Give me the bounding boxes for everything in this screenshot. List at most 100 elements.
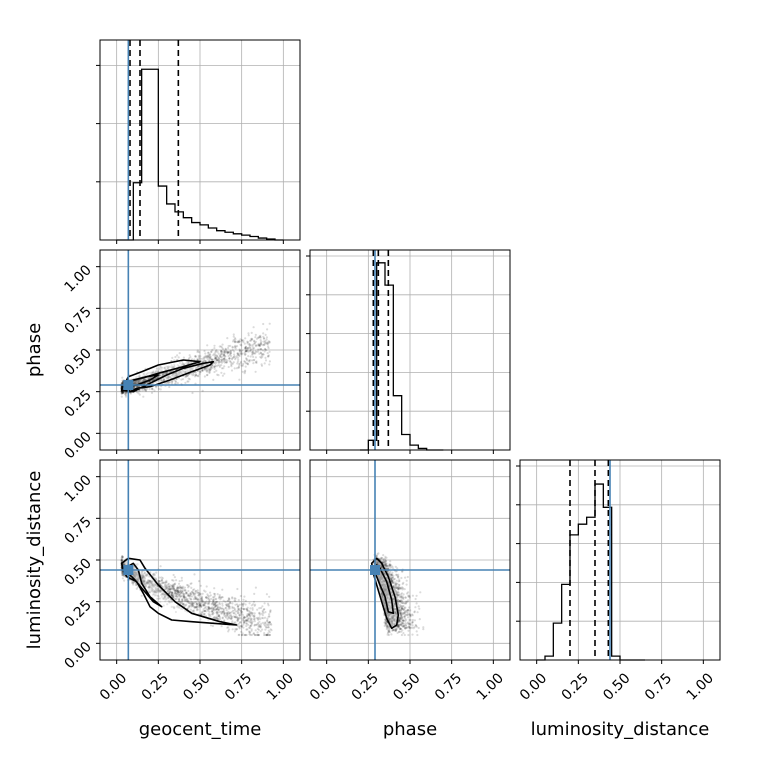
sample-point: [207, 355, 210, 358]
sample-point: [136, 381, 139, 384]
x-tick-label-3: 0.75: [642, 670, 675, 703]
sample-point: [260, 343, 263, 346]
sample-point: [140, 571, 143, 574]
x-tick-label-0: 0.00: [517, 670, 550, 703]
sample-point: [250, 628, 253, 631]
sample-point: [172, 594, 175, 598]
sample-point: [231, 345, 234, 348]
sample-point: [418, 607, 421, 610]
sample-point: [148, 585, 151, 588]
sample-point: [239, 350, 242, 353]
sample-point: [239, 343, 242, 346]
sample-point: [144, 582, 147, 585]
sample-point: [122, 390, 125, 393]
sample-point: [237, 633, 240, 637]
sample-point: [208, 357, 211, 360]
sample-point: [242, 603, 245, 607]
sample-point: [219, 349, 223, 352]
sample-point: [173, 593, 176, 596]
sample-point: [211, 366, 214, 369]
sample-point: [166, 375, 169, 378]
sample-point: [261, 605, 264, 608]
sample-point: [178, 586, 181, 590]
sample-point: [148, 579, 151, 583]
sample-point: [206, 355, 209, 358]
sample-point: [228, 357, 231, 360]
sample-point: [181, 599, 184, 602]
sample-point: [191, 374, 194, 377]
sample-point: [196, 589, 199, 592]
sample-point: [249, 339, 252, 342]
sample-point: [199, 355, 202, 358]
sample-point: [179, 589, 182, 592]
sample-point: [194, 373, 198, 377]
sample-point: [175, 595, 178, 598]
sample-point: [164, 376, 167, 379]
sample-point: [174, 379, 177, 383]
sample-point: [188, 378, 191, 381]
sample-point: [175, 595, 178, 598]
sample-point: [243, 616, 246, 619]
sample-point: [196, 350, 199, 354]
sample-point: [200, 364, 203, 367]
sample-point: [202, 608, 205, 611]
sample-point: [205, 585, 208, 588]
sample-point: [241, 633, 244, 637]
sample-point: [242, 615, 245, 618]
sample-point: [121, 391, 125, 394]
sample-point: [194, 355, 198, 358]
x-tick-label-4: 1.00: [264, 670, 297, 703]
sample-point: [170, 592, 173, 595]
sample-point: [206, 358, 209, 361]
sample-point: [237, 341, 240, 344]
sample-point: [254, 370, 257, 373]
sample-point: [257, 342, 260, 346]
sample-point: [264, 342, 267, 345]
sample-point: [258, 335, 261, 338]
sample-point: [242, 598, 245, 601]
sample-point: [188, 357, 191, 360]
sample-point: [205, 369, 208, 372]
sample-point: [150, 585, 153, 588]
sample-point: [195, 374, 198, 377]
sample-point: [201, 368, 204, 372]
sample-point: [249, 617, 252, 620]
sample-point: [150, 581, 153, 584]
sample-point: [214, 602, 217, 606]
sample-point: [231, 607, 234, 610]
sample-point: [201, 599, 204, 602]
sample-point: [220, 356, 223, 359]
sample-point: [206, 593, 209, 596]
sample-point: [171, 356, 174, 359]
sample-point: [258, 607, 261, 610]
sample-point: [242, 602, 245, 605]
sample-point: [227, 628, 231, 631]
hist-step-luminosity-distance: [536, 483, 645, 661]
sample-point: [134, 573, 137, 577]
sample-point: [160, 378, 163, 381]
sample-point: [223, 359, 226, 362]
sample-point: [196, 604, 199, 608]
sample-point: [167, 375, 171, 378]
sample-point: [133, 381, 136, 385]
sample-point: [415, 594, 418, 597]
sample-point: [229, 617, 233, 620]
sample-point: [227, 630, 230, 633]
sample-point: [185, 374, 188, 377]
x-tick-label-3: 0.75: [222, 670, 255, 703]
sample-point: [215, 369, 218, 372]
sample-point: [217, 360, 221, 363]
sample-point: [226, 337, 229, 340]
sample-point: [243, 620, 246, 623]
sample-point: [143, 379, 146, 382]
y-tick-label-2: 0.50: [61, 556, 94, 589]
sample-point: [248, 631, 251, 634]
sample-point: [238, 340, 241, 343]
sample-point: [221, 616, 224, 619]
sample-point: [251, 611, 254, 615]
sample-point: [184, 371, 187, 374]
sample-point: [238, 364, 241, 367]
sample-point: [146, 580, 149, 583]
scatter-panel-geocent-time-vs-phase: 0.000.250.500.751.00: [61, 249, 301, 462]
sample-point: [251, 347, 255, 350]
